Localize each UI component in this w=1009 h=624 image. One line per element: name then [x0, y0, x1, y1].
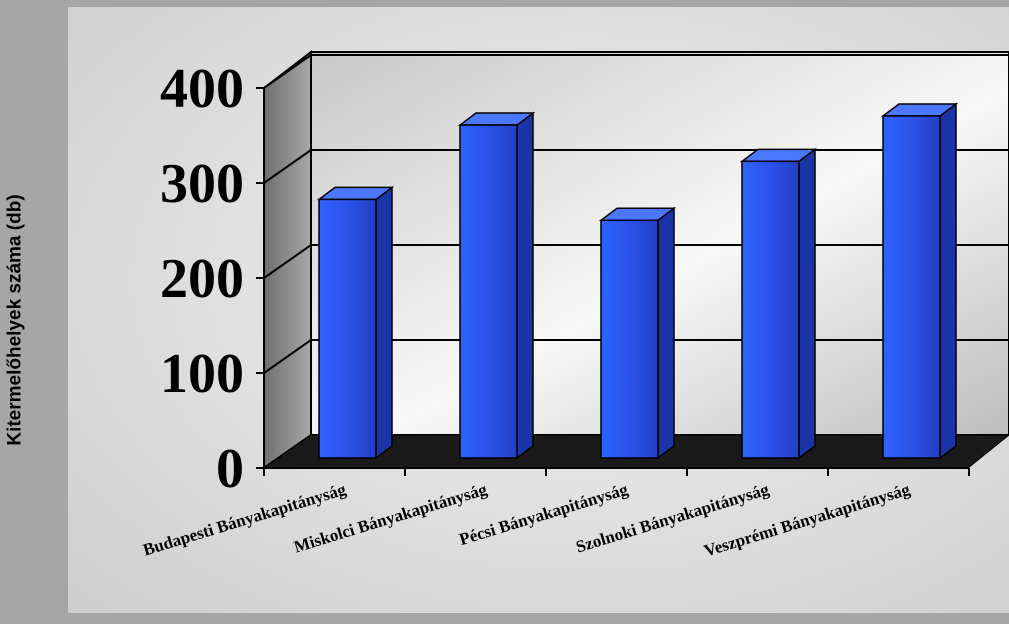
y-tick-label: 400	[160, 58, 244, 120]
bar-side-face	[516, 111, 534, 460]
bar-5	[880, 102, 959, 460]
bar-front-face	[882, 115, 941, 459]
gridline-side-400	[263, 54, 312, 89]
y-axis-label: Kitermelőhelyek száma (db)	[4, 140, 28, 500]
bar-front-face	[318, 198, 377, 459]
y-tick-label: 300	[160, 153, 244, 215]
x-axis	[263, 467, 970, 476]
bar-front-face	[459, 124, 518, 459]
bar-3	[598, 206, 677, 460]
y-tick-label: 200	[160, 248, 244, 310]
side-wall	[263, 49, 312, 470]
bar-front-face	[600, 219, 659, 459]
bar-side-face	[939, 102, 957, 460]
bar-front-face	[741, 160, 800, 459]
y-axis-ticks: 0 100 200 300 400	[160, 58, 265, 500]
bar-1	[316, 185, 395, 460]
bar-side-face	[798, 147, 816, 460]
bar-2	[457, 111, 536, 460]
y-tick-label: 100	[160, 343, 244, 405]
gridline-side-100	[263, 339, 312, 374]
gridline-side-300	[263, 149, 312, 184]
bars	[316, 102, 959, 460]
bar-side-face	[657, 206, 675, 460]
gridline-side-200	[263, 244, 312, 279]
y-axis-label-text: Kitermelőhelyek száma (db)	[5, 194, 26, 446]
y-tick-label: 0	[216, 438, 244, 500]
bar-4	[739, 147, 818, 460]
bar-side-face	[375, 185, 393, 460]
